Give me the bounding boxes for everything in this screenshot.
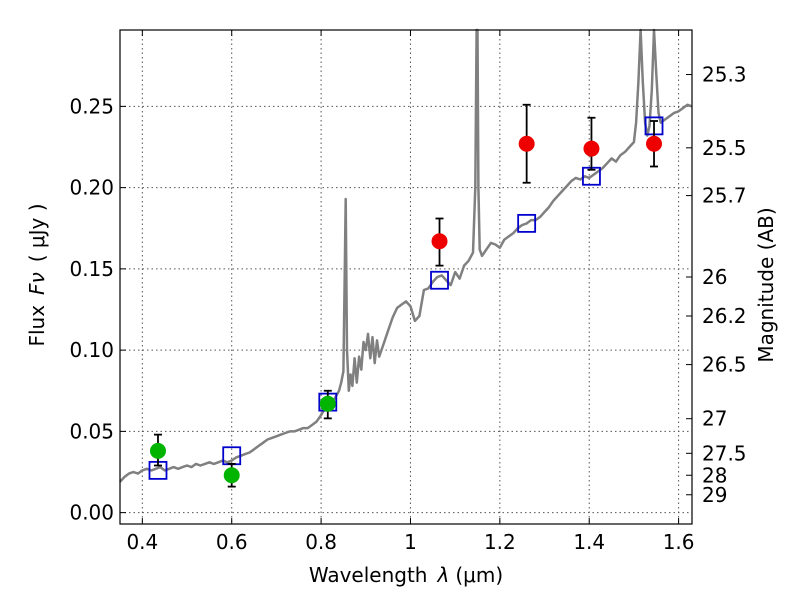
- observed-point-marker: [149, 442, 166, 459]
- spectrum-line: [119, 28, 693, 483]
- y-tick-label: 0.05: [69, 419, 114, 443]
- observed-point-marker: [583, 140, 600, 157]
- x-axis-label: Wavelength λ (μm): [309, 563, 503, 587]
- y-tick-label: 0.20: [69, 176, 114, 200]
- y-right-tick-label: 26: [702, 265, 727, 289]
- x-tick-label: 0.8: [305, 530, 337, 554]
- y-right-tick-label: 27: [702, 407, 727, 431]
- y-right-tick-label: 25.5: [702, 136, 747, 160]
- y-tick-label: 0.10: [69, 338, 114, 362]
- x-tick-label: 1.4: [573, 530, 605, 554]
- y-tick-label: 0.15: [69, 257, 114, 281]
- spectrum-layer: [119, 28, 693, 483]
- tick-layer: 0.4 0.6 0.8 1 1.2 1.4 1.6 0.00 0.05 0.10 0.15 0.20 0…: [69, 30, 747, 554]
- observed-point-marker: [319, 395, 336, 412]
- x-tick-label: 1: [404, 530, 417, 554]
- y-right-tick-label: 26.5: [702, 353, 747, 377]
- y-right-tick-label: 26.2: [702, 304, 747, 328]
- y-right-tick-label: 25.3: [702, 63, 747, 87]
- x-tick-label: 0.6: [216, 530, 248, 554]
- grid: [120, 30, 692, 524]
- y-right-tick-label: 29: [702, 483, 727, 507]
- marker-layer: [148, 103, 664, 488]
- x-tick-label: 1.2: [484, 530, 516, 554]
- observed-point-marker: [431, 233, 448, 250]
- model-square-marker: [517, 213, 537, 233]
- y-right-tick-label: 28: [702, 463, 727, 487]
- observed-point-marker: [223, 467, 240, 484]
- y-right-tick-label: 27.5: [702, 441, 747, 465]
- x-tick-label: 0.4: [126, 530, 158, 554]
- y-tick-label: 0.25: [69, 94, 114, 118]
- y-axis-label: FluxFν( μJy ): [25, 203, 49, 346]
- observed-point-marker: [646, 135, 663, 152]
- observed-point-marker: [518, 135, 535, 152]
- plot-frame: [119, 29, 693, 525]
- x-tick-label: 1.6: [663, 530, 695, 554]
- model-square-marker: [430, 270, 449, 290]
- y-tick-label: 0.00: [69, 501, 114, 525]
- y-right-tick-label: 25.7: [702, 184, 747, 208]
- y-right-axis-label: Magnitude (AB): [754, 207, 778, 362]
